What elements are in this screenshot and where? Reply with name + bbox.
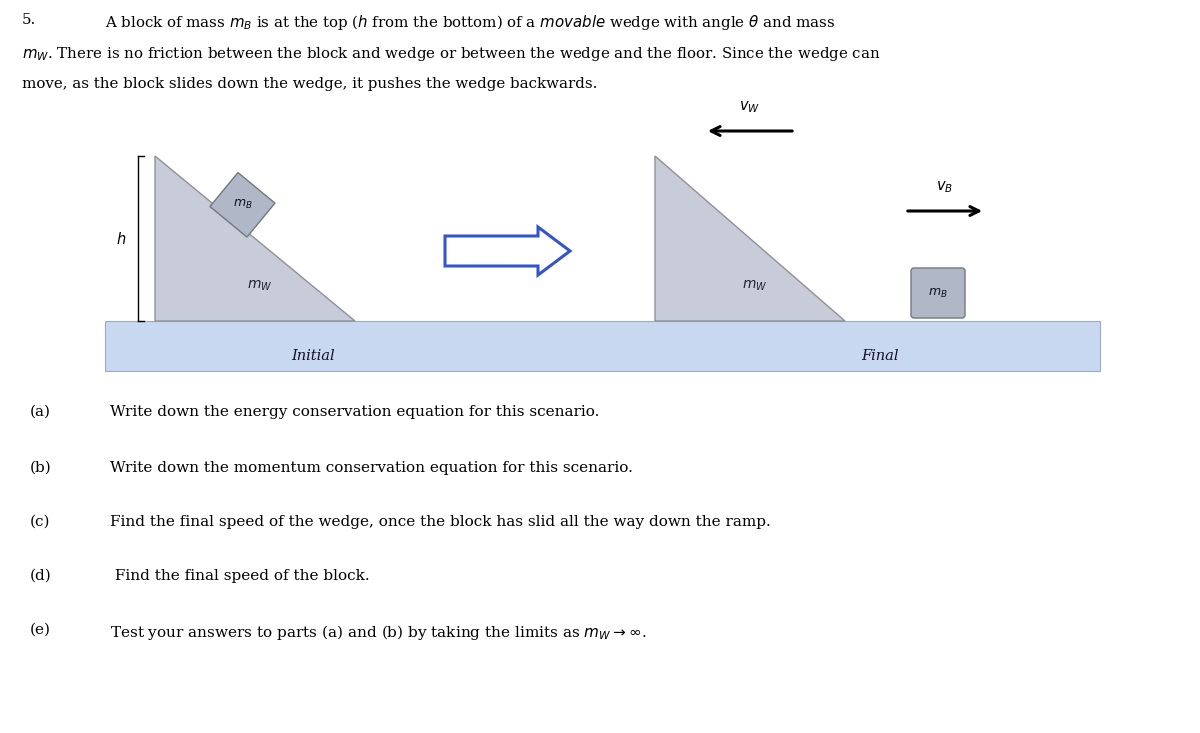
Text: Write down the momentum conservation equation for this scenario.: Write down the momentum conservation equ… <box>110 461 632 475</box>
Text: Find the final speed of the wedge, once the block has slid all the way down the : Find the final speed of the wedge, once … <box>110 515 770 529</box>
Polygon shape <box>155 156 355 321</box>
FancyBboxPatch shape <box>911 268 965 318</box>
FancyBboxPatch shape <box>106 321 1100 371</box>
Text: 5.: 5. <box>22 13 36 27</box>
Polygon shape <box>210 172 275 237</box>
Text: Test your answers to parts (a) and (b) by taking the limits as $m_W \rightarrow : Test your answers to parts (a) and (b) b… <box>110 623 647 642</box>
Text: move, as the block slides down the wedge, it pushes the wedge backwards.: move, as the block slides down the wedge… <box>22 77 598 91</box>
Text: (e): (e) <box>30 623 50 637</box>
Polygon shape <box>655 156 845 321</box>
Text: $v_W$: $v_W$ <box>739 99 761 115</box>
Text: (d): (d) <box>30 569 52 583</box>
Text: A block of mass $m_B$ is at the top ($h$ from the bottom) of a $\mathit{movable}: A block of mass $m_B$ is at the top ($h$… <box>106 13 835 32</box>
Text: $m_B$: $m_B$ <box>233 198 252 211</box>
FancyArrow shape <box>445 227 570 275</box>
Text: (b): (b) <box>30 461 52 475</box>
Text: $m_B$: $m_B$ <box>928 287 948 300</box>
Text: $m_W$: $m_W$ <box>743 279 768 293</box>
Text: $m_W$: $m_W$ <box>247 279 272 293</box>
Text: Initial: Initial <box>292 349 335 363</box>
Text: (a): (a) <box>30 405 50 419</box>
Text: Write down the energy conservation equation for this scenario.: Write down the energy conservation equat… <box>110 405 599 419</box>
Text: Find the final speed of the block.: Find the final speed of the block. <box>110 569 370 583</box>
Text: Final: Final <box>862 349 899 363</box>
Text: $v_B$: $v_B$ <box>936 180 954 195</box>
Text: $h$: $h$ <box>115 230 126 246</box>
Text: (c): (c) <box>30 515 50 529</box>
Text: $m_W$. There is no friction between the block and wedge or between the wedge and: $m_W$. There is no friction between the … <box>22 45 881 63</box>
